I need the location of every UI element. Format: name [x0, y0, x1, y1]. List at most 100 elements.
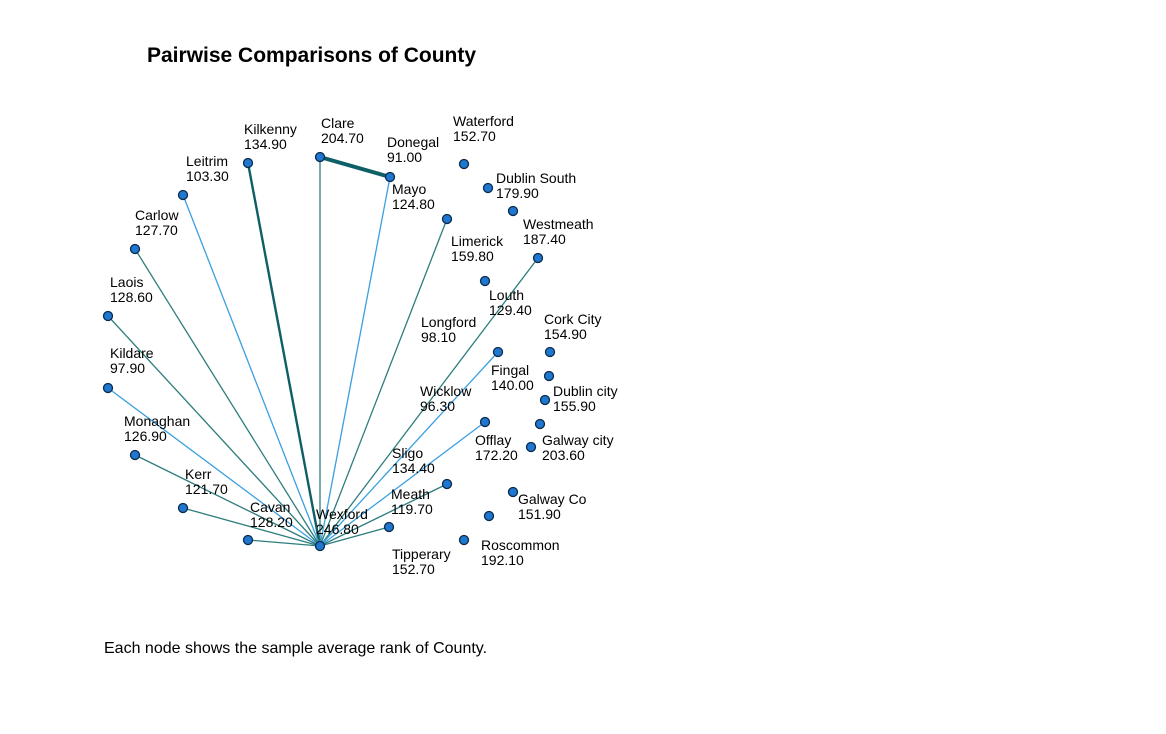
node-rank-meath: 119.70 [391, 501, 433, 517]
node-rank-kerr: 121.70 [185, 481, 228, 497]
node-label-carlow: Carlow [135, 207, 179, 223]
node-rank-monaghan: 126.90 [124, 428, 167, 444]
edge-laois-wexford [107, 315, 321, 547]
node-kerr[interactable] [177, 502, 189, 514]
node-rank-westmeath: 187.40 [523, 231, 566, 247]
node-rank-limerick: 159.80 [451, 248, 494, 264]
node-donegal[interactable] [384, 171, 396, 183]
node-mayo[interactable] [441, 213, 453, 225]
edge-limerick-wexford [319, 257, 539, 547]
edge-donegal-wexford [319, 176, 391, 547]
node-rank-dublin_city: 155.90 [553, 398, 596, 414]
node-rank-tipperary: 152.70 [392, 561, 435, 577]
edge-carlow-wexford [134, 248, 321, 547]
node-label-mayo: Mayo [392, 181, 426, 197]
node-label-cavan: Cavan [250, 499, 290, 515]
node-rank-wexford: 246.80 [316, 521, 359, 537]
node-roscommon[interactable] [483, 510, 495, 522]
node-label-cork_city: Cork City [544, 311, 602, 327]
node-label-monaghan: Monaghan [124, 413, 190, 429]
node-cork_city[interactable] [544, 346, 556, 358]
footnote: Each node shows the sample average rank … [104, 640, 488, 657]
node-rank-wicklow: 96.30 [420, 398, 455, 414]
node-louth[interactable] [479, 275, 491, 287]
nodes-layer [102, 151, 556, 552]
node-label-meath: Meath [391, 486, 430, 502]
node-clare[interactable] [314, 151, 326, 163]
node-limerick[interactable] [532, 252, 544, 264]
node-rank-galway_city: 203.60 [542, 447, 585, 463]
node-kilkenny[interactable] [242, 157, 254, 169]
node-rank-carlow: 127.70 [135, 222, 178, 238]
node-label-wicklow: Wicklow [420, 383, 472, 399]
node-wicklow[interactable] [479, 416, 491, 428]
node-rank-clare: 204.70 [321, 130, 364, 146]
node-label-galway_co: Galway Co [518, 491, 587, 507]
node-rank-donegal: 91.00 [387, 149, 422, 165]
node-label-kilkenny: Kilkenny [244, 121, 297, 137]
edge-sligo-wexford [319, 483, 448, 547]
node-meath[interactable] [383, 521, 395, 533]
node-label-limerick: Limerick [451, 233, 504, 249]
node-galway_co[interactable] [507, 486, 519, 498]
edge-kilkenny-wexford [246, 162, 322, 547]
node-rank-louth: 129.40 [489, 302, 532, 318]
node-label-laois: Laois [110, 274, 143, 290]
node-rank-kilkenny: 134.90 [244, 136, 287, 152]
node-label-fingal: Fingal [491, 362, 529, 378]
node-label-louth: Louth [489, 287, 524, 303]
node-monaghan[interactable] [129, 449, 141, 461]
node-label-dublin_south: Dublin South [496, 170, 576, 186]
node-rank-waterford: 152.70 [453, 128, 496, 144]
edge-leitrim-wexford [182, 194, 321, 547]
node-label-sligo: Sligo [392, 445, 423, 461]
node-label-tipperary: Tipperary [392, 546, 451, 562]
node-wexford[interactable] [314, 540, 326, 552]
node-waterford[interactable] [458, 158, 470, 170]
node-rank-laois: 128.60 [110, 289, 153, 305]
node-carlow[interactable] [129, 243, 141, 255]
node-rank-galway_co: 151.90 [518, 506, 561, 522]
node-kildare[interactable] [102, 382, 114, 394]
node-label-roscommon: Roscommon [481, 537, 560, 553]
node-rank-cork_city: 154.90 [544, 326, 587, 342]
node-label-clare: Clare [321, 115, 355, 131]
node-label-dublin_city: Dublin city [553, 383, 618, 399]
edge-meath-wexford [319, 526, 390, 547]
node-cavan[interactable] [242, 534, 254, 546]
node-rank-leitrim: 103.30 [186, 168, 229, 184]
node-fingal[interactable] [543, 370, 555, 382]
edge-clare-donegal [319, 155, 391, 179]
node-leitrim[interactable] [177, 189, 189, 201]
node-galway_city[interactable] [525, 441, 537, 453]
node-laois[interactable] [102, 310, 114, 322]
edge-wicklow-wexford [319, 421, 486, 547]
node-label-westmeath: Westmeath [523, 216, 594, 232]
edge-cavan-wexford [247, 539, 321, 547]
node-rank-sligo: 134.40 [392, 460, 435, 476]
edge-mayo-wexford [319, 218, 448, 547]
edge-longford-wexford [319, 351, 499, 547]
edge-kerr-wexford [182, 507, 321, 547]
node-label-donegal: Donegal [387, 134, 439, 150]
node-rank-dublin_south: 179.90 [496, 185, 539, 201]
node-label-wexford: Wexford [316, 506, 368, 522]
node-dublin_city[interactable] [539, 394, 551, 406]
node-rank-cavan: 128.20 [250, 514, 293, 530]
edges-layer [107, 155, 539, 547]
node-rank-longford: 98.10 [421, 329, 456, 345]
node-label-leitrim: Leitrim [186, 153, 228, 169]
edge-monaghan-wexford [134, 454, 321, 547]
node-tipperary[interactable] [458, 534, 470, 546]
node-offlay[interactable] [534, 418, 546, 430]
node-label-offlay: Offlay [475, 432, 511, 448]
node-sligo[interactable] [441, 478, 453, 490]
node-dublin_south[interactable] [482, 182, 494, 194]
node-longford[interactable] [492, 346, 504, 358]
node-westmeath[interactable] [507, 205, 519, 217]
node-rank-roscommon: 192.10 [481, 552, 524, 568]
node-label-galway_city: Galway city [542, 432, 614, 448]
node-label-waterford: Waterford [453, 113, 514, 129]
